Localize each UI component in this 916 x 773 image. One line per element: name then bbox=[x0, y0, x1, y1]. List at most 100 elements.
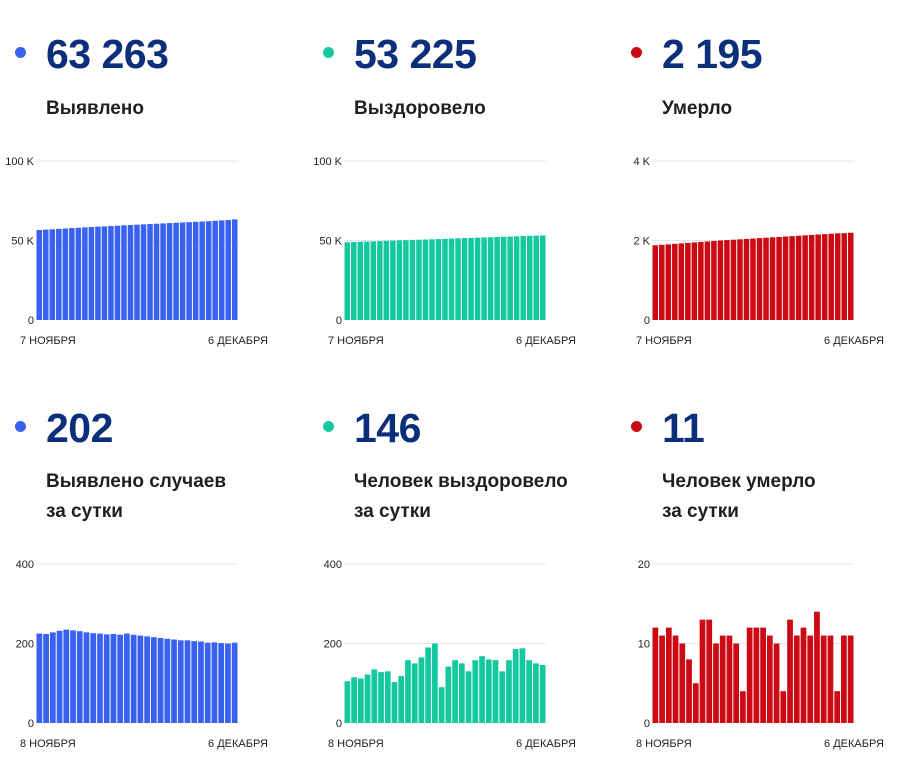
bar bbox=[43, 633, 49, 723]
daily-deaths-value: 11 bbox=[662, 405, 705, 451]
bar bbox=[507, 236, 513, 320]
bar bbox=[706, 619, 713, 723]
bar bbox=[789, 236, 795, 320]
bar bbox=[370, 241, 377, 320]
bar bbox=[344, 681, 351, 723]
bar bbox=[692, 683, 699, 723]
total-deaths-value: 2 195 bbox=[662, 31, 763, 77]
bar bbox=[69, 228, 75, 320]
legend-dot bbox=[631, 421, 642, 432]
bar bbox=[49, 229, 56, 320]
bar bbox=[198, 641, 204, 723]
x-start-label: 8 НОЯБРЯ bbox=[636, 738, 692, 750]
bar bbox=[461, 238, 468, 320]
daily-cases-chart: 0 200 400 8 НОЯБРЯ 6 ДЕКАБРЯ bbox=[16, 559, 268, 750]
daily-deaths-chart: 0 10 20 8 НОЯБРЯ 6 ДЕКАБРЯ bbox=[636, 559, 884, 750]
bar bbox=[191, 641, 198, 723]
x-end-label: 6 ДЕКАБРЯ bbox=[516, 335, 576, 347]
bar bbox=[75, 227, 82, 320]
bar bbox=[468, 237, 474, 320]
bar bbox=[800, 627, 807, 723]
bar bbox=[834, 233, 841, 320]
bar bbox=[56, 630, 63, 723]
y-tick-label: 0 bbox=[336, 315, 342, 327]
bar bbox=[83, 632, 90, 723]
bar bbox=[371, 669, 378, 723]
bar bbox=[101, 226, 108, 320]
bar bbox=[173, 222, 179, 320]
bar bbox=[726, 635, 733, 723]
bar bbox=[435, 239, 442, 320]
bar bbox=[526, 235, 533, 320]
total-deaths-label: Умерло bbox=[662, 94, 732, 124]
bar bbox=[795, 235, 802, 320]
bar bbox=[364, 674, 371, 723]
bar bbox=[841, 635, 847, 723]
bar bbox=[117, 634, 124, 723]
bar bbox=[103, 634, 110, 723]
bar bbox=[231, 219, 238, 320]
label-line: Выздоровело bbox=[354, 98, 486, 119]
bar bbox=[458, 663, 465, 724]
bar bbox=[445, 666, 452, 723]
bar bbox=[750, 238, 756, 320]
total-recovered-label: Выздоровело bbox=[354, 94, 486, 124]
bar bbox=[218, 643, 225, 723]
bar bbox=[153, 223, 160, 320]
bar bbox=[847, 635, 854, 723]
bar bbox=[171, 639, 177, 723]
bar bbox=[351, 242, 357, 320]
bar bbox=[452, 660, 458, 723]
bar bbox=[137, 635, 144, 723]
bar bbox=[793, 635, 800, 723]
bar bbox=[717, 240, 724, 320]
bar bbox=[442, 238, 448, 320]
y-tick-label: 10 bbox=[638, 639, 650, 651]
bar bbox=[63, 629, 70, 723]
label-line: Человек умерло bbox=[662, 471, 816, 492]
bar bbox=[88, 227, 95, 320]
bar bbox=[841, 233, 847, 320]
bar bbox=[150, 637, 157, 723]
bar bbox=[351, 677, 357, 723]
x-start-label: 7 НОЯБРЯ bbox=[636, 335, 692, 347]
bar bbox=[82, 227, 88, 320]
bar bbox=[121, 225, 127, 320]
label-line: Человек выздоровело bbox=[354, 471, 568, 492]
bar bbox=[438, 687, 445, 723]
total-cases-label: Выявлено bbox=[46, 94, 144, 124]
legend-dot bbox=[323, 421, 334, 432]
bar bbox=[225, 220, 231, 320]
bar bbox=[746, 627, 753, 723]
legend-dot bbox=[323, 47, 334, 58]
bar bbox=[144, 636, 150, 723]
bar bbox=[659, 244, 665, 320]
bar bbox=[821, 234, 828, 320]
x-start-label: 7 НОЯБРЯ bbox=[20, 335, 76, 347]
bar bbox=[679, 643, 686, 723]
bar bbox=[494, 237, 500, 320]
bar bbox=[76, 631, 83, 723]
y-tick-label: 20 bbox=[638, 559, 650, 571]
bar bbox=[127, 225, 134, 320]
x-end-label: 6 ДЕКАБРЯ bbox=[516, 738, 576, 750]
label-line: за сутки bbox=[46, 501, 123, 522]
bar bbox=[513, 236, 520, 320]
bar bbox=[218, 220, 225, 320]
bar bbox=[520, 236, 526, 320]
x-end-label: 6 ДЕКАБРЯ bbox=[208, 738, 268, 750]
bar bbox=[500, 236, 507, 320]
bar bbox=[472, 660, 479, 723]
bar bbox=[699, 619, 706, 723]
bar bbox=[166, 223, 173, 320]
bar bbox=[184, 640, 191, 723]
bar bbox=[704, 241, 711, 320]
x-end-label: 6 ДЕКАБРЯ bbox=[824, 335, 884, 347]
bar bbox=[357, 678, 364, 723]
bar bbox=[756, 238, 763, 320]
bar bbox=[160, 223, 166, 320]
bar bbox=[802, 235, 808, 320]
x-end-label: 6 ДЕКАБРЯ bbox=[208, 335, 268, 347]
y-tick-label: 0 bbox=[644, 718, 650, 730]
bar bbox=[652, 627, 659, 723]
